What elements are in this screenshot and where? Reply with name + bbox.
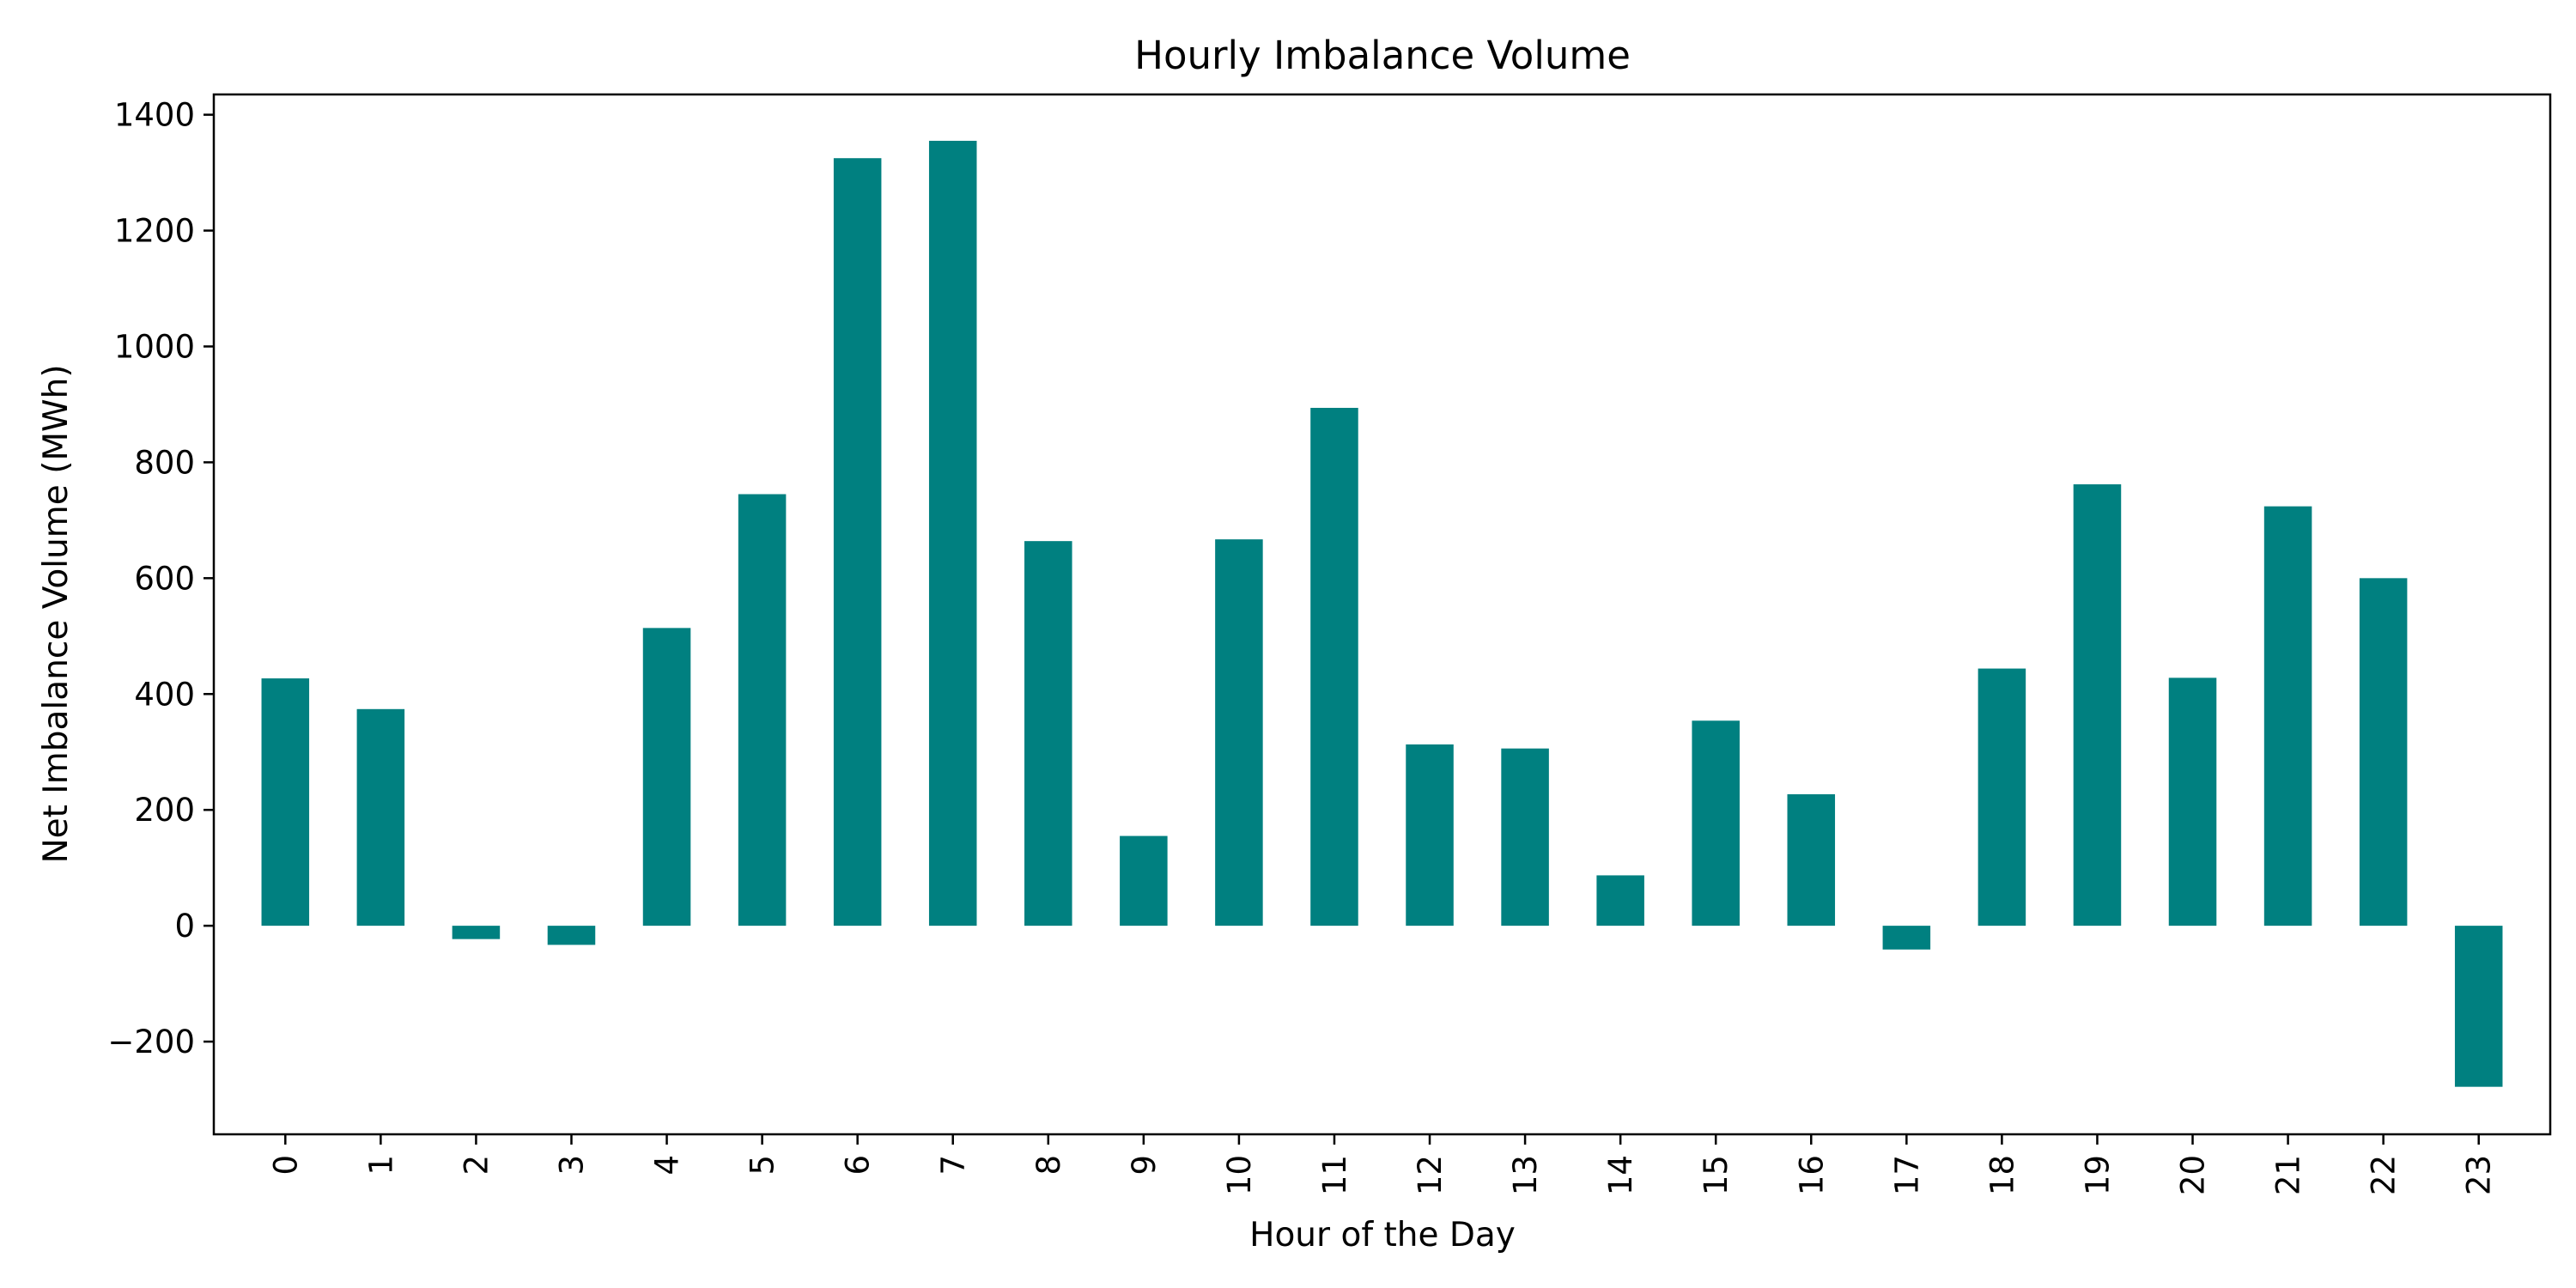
y-tick-label: 1200	[114, 213, 195, 250]
bar-hour-10	[1215, 539, 1263, 927]
x-tick-label: 17	[1888, 1155, 1925, 1195]
x-tick-label: 10	[1221, 1155, 1258, 1195]
x-tick-label: 21	[2270, 1155, 2307, 1195]
x-tick-label: 9	[1126, 1155, 1163, 1176]
x-tick-label: 1	[362, 1155, 399, 1176]
bar-hour-1	[356, 708, 405, 927]
x-tick-label: 4	[649, 1155, 686, 1176]
y-tick-label: 600	[134, 560, 195, 597]
bar-hour-16	[1787, 793, 1836, 927]
x-tick-label: 18	[1984, 1155, 2020, 1195]
bar-hour-8	[1024, 541, 1072, 927]
bar-hour-7	[928, 140, 977, 927]
bar-hour-12	[1406, 744, 1454, 927]
x-tick-label: 22	[2366, 1155, 2403, 1195]
x-tick-label: 3	[553, 1155, 590, 1176]
bar-hour-14	[1596, 875, 1644, 927]
bar-hour-3	[547, 926, 596, 945]
bar-hour-0	[261, 678, 310, 927]
y-tick-label: 200	[134, 792, 195, 829]
bar-hour-13	[1501, 748, 1549, 927]
y-tick-label: 0	[174, 908, 195, 945]
bar-hour-18	[1978, 668, 2026, 927]
x-tick-label: 23	[2461, 1155, 2498, 1195]
bar-hour-19	[2073, 484, 2122, 927]
x-tick-label: 19	[2079, 1155, 2116, 1195]
bar-hour-11	[1310, 407, 1358, 927]
x-tick-label: 20	[2175, 1155, 2212, 1195]
x-tick-label: 7	[935, 1155, 972, 1176]
x-tick-label: 15	[1698, 1155, 1735, 1195]
x-axis: 0 1 2 3 4 5 6 7 8 9 10 11 12 13 14 15 16 17 18 19 20 21 22 23	[267, 1134, 2498, 1195]
x-tick-label: 12	[1412, 1155, 1449, 1195]
bar-hour-5	[738, 494, 787, 927]
bar-hour-21	[2263, 506, 2312, 927]
y-tick-label: 800	[134, 444, 195, 481]
x-tick-label: 2	[458, 1155, 495, 1176]
x-tick-label: 11	[1316, 1155, 1353, 1195]
y-tick-label: −200	[107, 1024, 195, 1060]
bar-hour-6	[833, 158, 882, 927]
bar-hour-20	[2168, 677, 2217, 927]
x-tick-label: 6	[840, 1155, 877, 1176]
bar-hour-23	[2454, 926, 2503, 1087]
bar-hour-15	[1692, 720, 1740, 927]
y-axis-label: Net Imbalance Volume (MWh)	[37, 364, 76, 863]
bar-hour-2	[452, 926, 501, 939]
bar-hour-17	[1882, 926, 1931, 950]
bar-hour-4	[642, 628, 691, 927]
chart-title: Hourly Imbalance Volume	[1134, 33, 1631, 78]
x-tick-label: 16	[1793, 1155, 1830, 1195]
x-tick-label: 5	[744, 1155, 781, 1176]
plot-frame	[212, 93, 2552, 1136]
x-tick-label: 14	[1602, 1155, 1639, 1195]
y-axis: −200 0 200 400 600 800 1000 1200 1400	[107, 97, 214, 1060]
y-tick-label: 400	[134, 676, 195, 713]
x-tick-label: 13	[1507, 1155, 1544, 1195]
y-tick-label: 1000	[114, 328, 195, 365]
bar-hour-9	[1120, 835, 1168, 927]
bar-hour-22	[2359, 578, 2408, 927]
x-tick-label: 0	[267, 1155, 304, 1176]
bars-group	[261, 140, 2503, 1087]
y-tick-label: 1400	[114, 97, 195, 134]
x-axis-label: Hour of the Day	[1249, 1216, 1516, 1255]
x-tick-label: 8	[1030, 1155, 1067, 1176]
